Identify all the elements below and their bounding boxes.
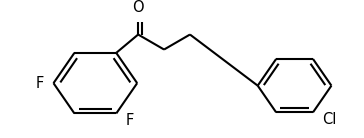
Text: F: F: [35, 76, 44, 91]
Text: O: O: [132, 0, 144, 14]
Text: F: F: [126, 113, 134, 128]
Text: Cl: Cl: [322, 112, 336, 127]
